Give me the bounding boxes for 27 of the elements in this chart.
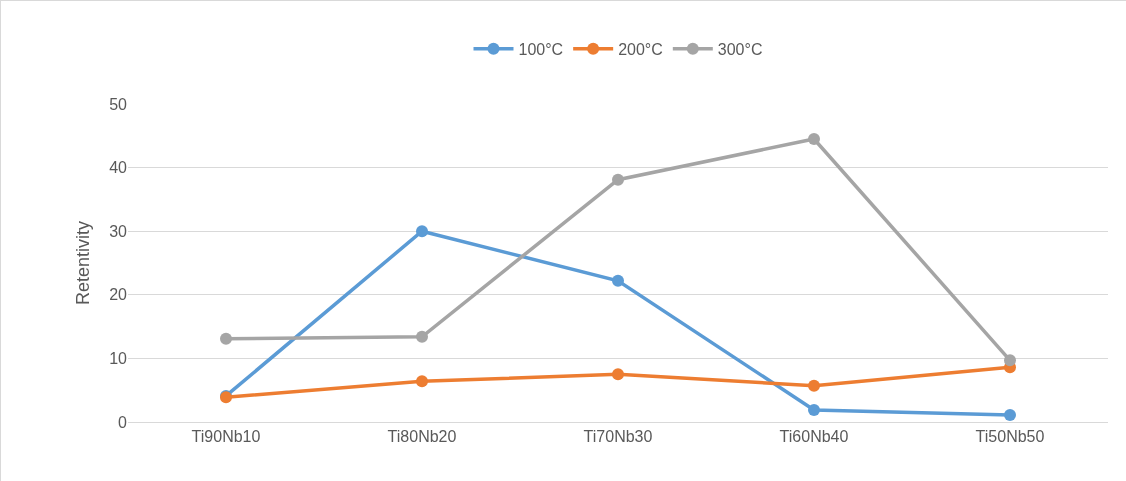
y-tick-label: 50: [109, 95, 128, 113]
legend-label: 300°C: [717, 40, 763, 58]
point: [416, 375, 428, 388]
y-tick-label: 30: [109, 222, 128, 240]
point: [1004, 409, 1016, 421]
legend-label: 100°C: [518, 40, 564, 58]
point: [808, 379, 820, 392]
point: [416, 330, 428, 343]
x-tick-label: Ti90Nb10: [191, 428, 261, 446]
point: [612, 368, 624, 381]
point: [416, 225, 428, 238]
point: [808, 132, 820, 145]
y-tick-label: 40: [109, 159, 128, 177]
point: [612, 173, 624, 186]
y-tick-label: 20: [109, 286, 128, 304]
y-tick-label: 0: [118, 413, 128, 431]
x-tick-label: Ti80Nb20: [387, 428, 457, 446]
y-tick-label: 10: [109, 350, 128, 367]
x-tick-label: Ti70Nb30: [583, 428, 653, 446]
point: [1004, 354, 1016, 367]
legend-label: 200°C: [618, 40, 663, 58]
y-axis-title: Retentivity: [73, 220, 94, 306]
x-tick-label: Ti50Nb50: [975, 428, 1045, 446]
point: [808, 403, 820, 416]
x-tick-label: Ti60Nb40: [779, 428, 849, 446]
point: [220, 332, 232, 345]
point: [612, 274, 624, 287]
